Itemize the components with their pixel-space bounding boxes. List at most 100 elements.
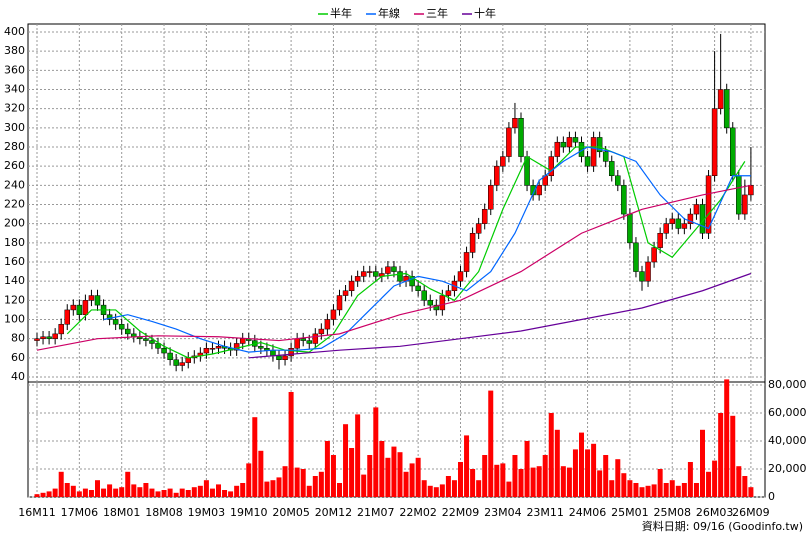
volume-bar xyxy=(397,452,403,497)
volume-bar xyxy=(40,492,46,497)
volume-bar xyxy=(82,488,88,497)
volume-bar xyxy=(240,483,246,497)
candle-body xyxy=(215,346,222,349)
candle-body xyxy=(64,309,70,325)
volume-bar xyxy=(149,488,155,497)
candle-body xyxy=(106,314,113,320)
candle-body xyxy=(306,340,312,344)
volume-bar xyxy=(246,463,252,497)
volume-bar xyxy=(58,471,64,497)
volume-bar xyxy=(439,484,445,497)
volume-bar xyxy=(155,491,161,497)
candle-body xyxy=(621,185,627,215)
candle-body xyxy=(681,223,688,229)
volume-bar xyxy=(367,455,373,497)
candle-body xyxy=(602,151,609,162)
candle-body xyxy=(427,300,433,306)
volume-bar xyxy=(119,487,125,497)
candle-body xyxy=(560,141,567,148)
candle-body xyxy=(288,348,294,357)
candle-body xyxy=(312,333,319,344)
y-tick-label: 240 xyxy=(4,178,25,191)
volume-bar xyxy=(718,413,724,497)
volume-bar xyxy=(312,476,318,497)
volume-bar xyxy=(270,480,276,497)
candle-body xyxy=(76,304,83,315)
x-tick-label: 19M10 xyxy=(230,506,268,519)
candle-body xyxy=(506,127,512,157)
volume-bar xyxy=(572,449,578,497)
legend-label: 十年 xyxy=(474,6,496,20)
candle-body xyxy=(518,118,524,157)
ma-line xyxy=(66,146,746,359)
volume-bar xyxy=(264,481,270,497)
x-tick-label: 23M04 xyxy=(484,506,522,519)
candle-body xyxy=(627,213,633,244)
volume-bar xyxy=(288,392,294,497)
price-frame xyxy=(27,23,766,383)
volume-bar xyxy=(294,467,300,497)
volume-bar xyxy=(645,485,651,497)
candle-body xyxy=(445,290,452,296)
volume-bar xyxy=(579,432,584,497)
volume-bar xyxy=(52,488,58,497)
x-tick-label: 26M09 xyxy=(732,506,770,519)
volume-bar xyxy=(627,480,633,497)
volume-bar xyxy=(173,492,179,497)
volume-bar xyxy=(252,417,258,497)
candle-body xyxy=(494,165,500,186)
candle-body xyxy=(421,290,427,301)
candle-body xyxy=(475,223,482,234)
y-tick-label: 380 xyxy=(4,44,25,57)
candle-body xyxy=(82,300,89,315)
volume-bar xyxy=(609,480,615,497)
candle-body xyxy=(609,161,615,176)
y2-tick-label: 0 xyxy=(768,490,775,503)
volume-bar xyxy=(349,448,355,497)
y-tick-label: 400 xyxy=(4,25,25,38)
volume-bar xyxy=(585,449,591,497)
volume-bar xyxy=(306,485,312,497)
volume-bar xyxy=(633,483,639,497)
legend-label: 年線 xyxy=(378,6,400,20)
volume-bar xyxy=(324,441,330,497)
volume-bar xyxy=(476,480,482,497)
candle-body xyxy=(645,261,651,282)
volume-bar xyxy=(530,467,536,497)
volume-bar xyxy=(566,467,572,497)
candle-body xyxy=(179,362,185,366)
candle-body xyxy=(433,304,440,311)
x-tick-label: 20M05 xyxy=(272,506,310,519)
volume-bar xyxy=(209,488,215,497)
candle-body xyxy=(736,175,742,215)
volume-bar xyxy=(706,471,712,497)
volume-bar xyxy=(300,469,306,497)
y-tick-label: 180 xyxy=(4,236,25,249)
candle-body xyxy=(185,357,191,363)
volume-bar xyxy=(536,466,542,497)
volume-bar xyxy=(34,494,40,497)
candle-body xyxy=(367,271,373,273)
y2-tick-label: 40,000 xyxy=(768,434,807,447)
candle-body xyxy=(463,252,470,272)
volume-bar xyxy=(234,485,240,497)
volume-bar xyxy=(113,488,119,497)
volume-bar xyxy=(693,483,699,497)
candle-body xyxy=(373,271,379,277)
candle-body xyxy=(457,271,464,282)
candle-body xyxy=(481,209,488,224)
x-tick-label: 20M12 xyxy=(315,506,353,519)
candle-body xyxy=(748,185,754,196)
candle-body xyxy=(360,271,367,277)
footer: 資料日期: 09/16 (Goodinfo.tw) xyxy=(642,519,803,533)
volume-bar xyxy=(712,460,718,497)
candle-body xyxy=(415,285,421,292)
y-tick-label: 200 xyxy=(4,217,25,230)
volume-bar xyxy=(361,474,367,497)
y-tick-label: 340 xyxy=(4,83,25,96)
volume-bar xyxy=(222,490,228,497)
x-tick-label: 18M01 xyxy=(103,506,141,519)
legend-label: 三年 xyxy=(426,6,448,20)
candle-body xyxy=(723,89,730,129)
volume-bar xyxy=(464,435,470,497)
